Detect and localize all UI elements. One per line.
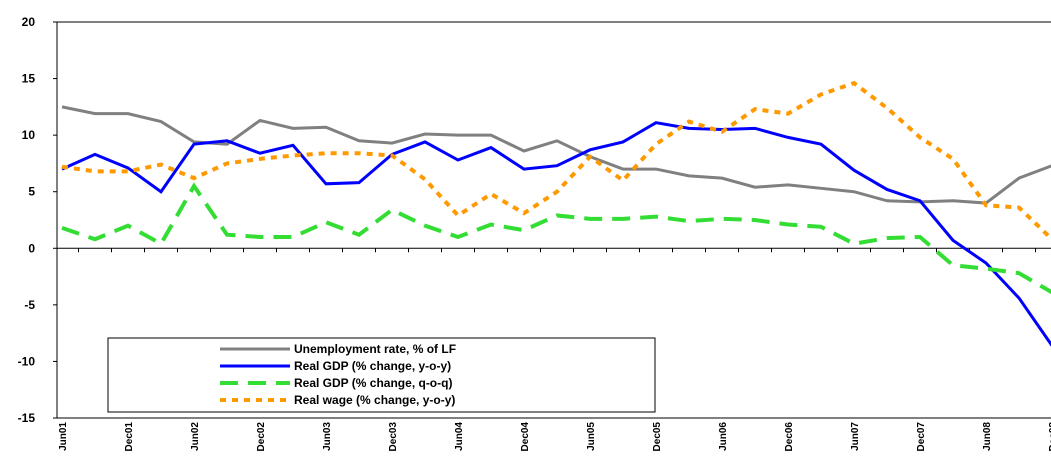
x-tick-label: Dec03	[388, 422, 399, 452]
y-tick-label: -15	[18, 411, 36, 425]
x-tick-label: Dec02	[256, 422, 267, 452]
x-tick-label: Dec04	[520, 422, 531, 452]
x-tick-label: Jun08	[982, 422, 993, 451]
x-tick-label: Dec05	[652, 422, 663, 452]
x-tick-label: Jun01	[58, 422, 69, 451]
y-tick-label: -5	[24, 298, 35, 312]
legend: Unemployment rate, % of LF Real GDP (% ch…	[107, 337, 656, 413]
x-tick-label: Dec01	[124, 422, 135, 452]
legend-label: Real GDP (% change, q-o-q)	[294, 376, 452, 390]
legend-label: Real GDP (% change, y-o-y)	[294, 359, 451, 373]
x-tick-label: Dec08	[1048, 422, 1051, 452]
x-tick-label: Jun03	[322, 422, 333, 451]
legend-label: Unemployment rate, % of LF	[294, 342, 456, 356]
series-line	[61, 105, 1051, 205]
x-tick-label: Dec07	[916, 422, 927, 452]
series-line	[61, 121, 1051, 347]
series-line	[61, 80, 1051, 241]
x-tick-label: Jun02	[190, 422, 201, 451]
x-tick-label: Jun05	[586, 422, 597, 451]
legend-label: Real wage (% change, y-o-y)	[294, 393, 455, 407]
y-tick-label: 10	[22, 128, 36, 142]
y-tick-label: 15	[22, 72, 36, 86]
x-tick-label: Jun07	[850, 422, 861, 451]
y-tick-label: 5	[28, 185, 35, 199]
series-line	[61, 182, 1051, 295]
x-tick-label: Jun06	[718, 422, 729, 451]
x-tick-label: Dec06	[784, 422, 795, 452]
y-tick-label: -10	[18, 354, 36, 368]
x-tick-label: Jun04	[454, 422, 465, 451]
legend-box	[107, 337, 656, 413]
y-tick-label: 0	[28, 241, 35, 255]
y-tick-label: 20	[22, 15, 36, 29]
